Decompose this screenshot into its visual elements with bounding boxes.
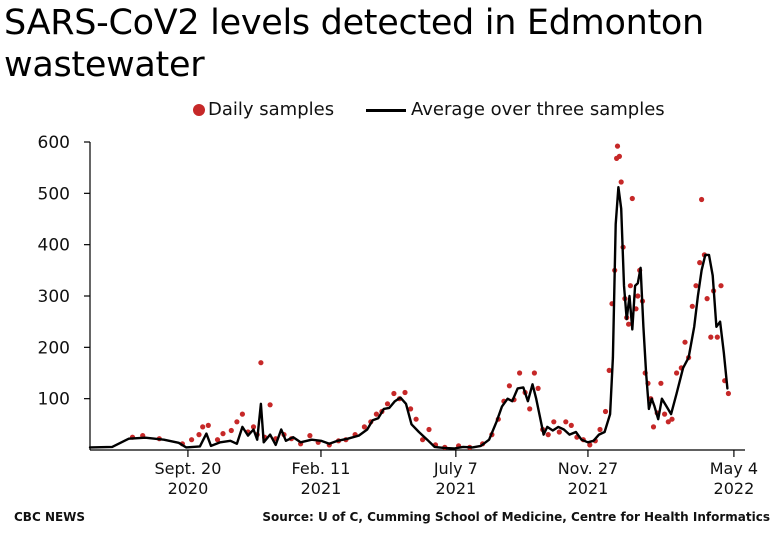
daily-sample-point	[602, 408, 609, 415]
x-tick-label: Feb. 11	[292, 459, 351, 478]
daily-sample-point	[220, 431, 226, 437]
daily-sample-point	[250, 424, 257, 430]
x-tick-label: 2021	[301, 479, 342, 498]
daily-sample-point	[545, 432, 551, 438]
daily-sample-point	[662, 411, 668, 417]
x-tick-label: 2021	[435, 479, 476, 498]
average-line-group	[88, 186, 729, 450]
daily-sample-point	[568, 422, 574, 428]
legend-label-daily: Daily samples	[208, 99, 335, 120]
footer-source: Source: U of C, Cumming School of Medici…	[262, 510, 770, 524]
daily-sample-point	[234, 419, 240, 425]
daily-sample-point	[665, 419, 671, 425]
y-tick-label: 400	[38, 236, 70, 256]
daily-sample-point	[674, 370, 680, 376]
daily-sample-point	[704, 296, 710, 302]
daily-sample-point	[258, 360, 264, 366]
daily-sample-point	[689, 303, 695, 309]
daily-sample-point	[535, 385, 541, 391]
y-tick-label: 500	[38, 184, 70, 204]
daily-sample-point	[408, 406, 414, 412]
daily-sample-point	[618, 179, 624, 185]
footer-credit: CBC NEWS	[14, 510, 86, 524]
daily-sample-point	[205, 422, 211, 428]
x-tick-label: July 7	[433, 459, 478, 478]
daily-sample-point	[239, 411, 245, 417]
x-tick-label: May 4	[710, 459, 758, 478]
daily-sample-point	[658, 380, 664, 386]
daily-sample-point	[650, 424, 657, 430]
daily-sample-point	[693, 283, 699, 289]
daily-sample-point	[714, 334, 720, 340]
daily-sample-point	[629, 195, 635, 202]
average-line	[88, 186, 729, 450]
legend-label-average: Average over three samples	[411, 99, 665, 120]
daily-sample-point	[228, 427, 234, 434]
x-tick-label: Sept. 20	[154, 459, 221, 478]
x-tick-label: 2022	[714, 479, 755, 498]
daily-sample-point	[506, 383, 512, 389]
daily-sample-point	[200, 424, 206, 430]
chart-title: SARS-CoV2 levels detected in Edmonton wa…	[4, 3, 704, 85]
daily-sample-point	[527, 406, 533, 412]
daily-sample-point	[699, 196, 705, 203]
y-tick-label: 100	[38, 390, 70, 410]
y-tick-label: 600	[38, 133, 70, 153]
daily-sample-point	[551, 419, 557, 425]
y-tick-label: 300	[38, 287, 70, 307]
daily-sample-point	[725, 390, 732, 397]
chart-legend: Daily samples Average over three samples	[0, 98, 780, 124]
daily-sample-point	[267, 402, 273, 408]
daily-sample-point	[307, 433, 313, 439]
daily-sample-point	[196, 432, 202, 438]
daily-sample-point	[426, 426, 432, 433]
chart-axes	[84, 141, 745, 457]
daily-sample-point	[616, 153, 623, 159]
daily-sample-point	[718, 283, 724, 289]
daily-sample-point	[556, 429, 562, 435]
daily-sample-point	[361, 424, 367, 430]
daily-sample-point	[413, 416, 419, 422]
daily-sample-point	[214, 437, 221, 443]
daily-sample-point	[627, 283, 634, 289]
daily-sample-point	[402, 389, 408, 396]
daily-sample-point	[373, 411, 379, 417]
x-tick-label: Nov. 27	[558, 459, 619, 478]
legend-line-icon	[366, 109, 406, 112]
daily-sample-point	[517, 370, 523, 376]
daily-sample-point	[587, 442, 593, 448]
daily-sample-point	[597, 426, 603, 433]
daily-sample-point	[682, 339, 688, 345]
daily-sample-point	[384, 401, 391, 407]
daily-sample-point	[531, 370, 538, 376]
daily-sample-point	[606, 367, 612, 373]
daily-sample-point	[420, 437, 426, 443]
daily-sample-point	[669, 416, 675, 422]
legend-dot-icon	[193, 104, 205, 116]
daily-sample-point	[626, 321, 632, 327]
x-tick-label: 2021	[568, 479, 609, 498]
daily-sample-point	[697, 260, 703, 266]
daily-sample-point	[614, 143, 621, 149]
daily-sample-point	[563, 419, 569, 425]
daily-sample-point	[635, 293, 641, 299]
daily-sample-point	[391, 390, 397, 397]
daily-sample-point	[708, 334, 714, 340]
x-tick-label: 2020	[168, 479, 209, 498]
y-tick-label: 200	[38, 338, 70, 358]
daily-sample-point	[189, 437, 195, 443]
